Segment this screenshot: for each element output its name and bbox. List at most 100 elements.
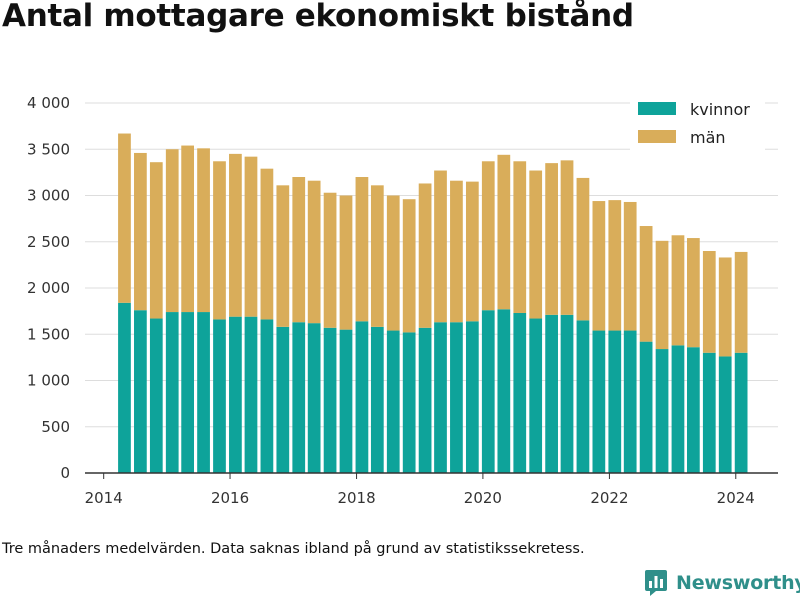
bar-kvinnor: [529, 318, 543, 473]
bar-kvinnor: [370, 326, 384, 473]
x-tick-label: 2020: [464, 489, 502, 507]
bar-kvinnor: [244, 316, 258, 473]
legend-label: män: [690, 128, 726, 147]
bar-man: [465, 181, 479, 322]
bar-man: [481, 161, 495, 311]
bar-man: [276, 185, 290, 327]
bar-man: [386, 195, 400, 331]
bar-man: [181, 145, 195, 313]
bar-kvinnor: [481, 310, 495, 473]
bar-man: [655, 240, 669, 350]
bar-kvinnor: [402, 332, 416, 473]
bar-man: [608, 200, 622, 331]
bar-man: [623, 201, 637, 331]
bar-kvinnor: [149, 318, 163, 473]
legend-swatch-man: [638, 130, 676, 143]
bar-kvinnor: [292, 322, 306, 473]
bar-man: [149, 162, 163, 319]
bar-man: [213, 161, 226, 320]
chart-area: 0 500 1 000 1 500 2 000 2 500 3 000 3 500 4 000 2…: [27, 94, 778, 507]
bar-man: [718, 257, 732, 357]
bar-man: [576, 177, 590, 321]
bar-kvinnor: [497, 309, 511, 473]
bar-kvinnor: [323, 327, 337, 473]
bar-kvinnor: [671, 345, 685, 473]
bar-man: [513, 161, 527, 313]
bar-man: [702, 251, 716, 353]
bar-man: [355, 177, 369, 322]
bar-man: [560, 160, 574, 315]
y-tick-label: 500: [41, 418, 70, 436]
y-tick-label: 2 500: [27, 233, 70, 251]
bar-man: [545, 163, 558, 315]
bar-kvinnor: [545, 314, 558, 473]
bar-man: [434, 170, 447, 323]
bar-man: [734, 251, 748, 353]
chart-title: Antal mottagare ekonomiskt bistånd: [2, 0, 634, 34]
bar-kvinnor: [307, 323, 321, 473]
bar-man: [339, 195, 353, 330]
bar-kvinnor: [576, 320, 590, 473]
bar-kvinnor: [702, 352, 716, 473]
bar-man: [307, 180, 321, 324]
axes: 0 500 1 000 1 500 2 000 2 500 3 000 3 500 4 000 2…: [27, 94, 778, 507]
bar-kvinnor: [639, 341, 653, 473]
bar-kvinnor: [592, 330, 606, 473]
bar-man: [418, 183, 432, 328]
bar-kvinnor: [623, 330, 637, 473]
bar-kvinnor: [418, 327, 432, 473]
y-tick-label: 1 500: [27, 325, 70, 343]
x-tick-label: 2014: [85, 489, 123, 507]
y-tick-label: 1 000: [27, 372, 70, 390]
bar-kvinnor: [386, 330, 400, 473]
bar-man: [292, 177, 306, 323]
legend: kvinnor män: [630, 96, 765, 152]
bar-man: [450, 180, 463, 323]
x-tick-label: 2018: [337, 489, 375, 507]
bar-man: [260, 168, 274, 320]
bar-man: [671, 235, 685, 346]
brand-logo[interactable]: Newsworthy: [644, 567, 800, 599]
bar-kvinnor: [718, 356, 732, 473]
bar-kvinnor: [686, 347, 700, 473]
bar-man: [686, 238, 700, 348]
bar-kvinnor: [434, 322, 447, 473]
bar-man: [323, 192, 337, 328]
bar-kvinnor: [134, 310, 147, 473]
bar-man: [370, 185, 384, 327]
bar-man: [197, 148, 210, 313]
chart-caption: Tre månaders medelvärden. Data saknas ib…: [2, 541, 585, 557]
bar-kvinnor: [339, 329, 353, 473]
bar-man: [497, 154, 511, 310]
bars: [118, 133, 748, 473]
x-tick-label: 2016: [211, 489, 249, 507]
bar-man: [229, 153, 242, 317]
bar-kvinnor: [181, 312, 195, 473]
y-tick-label: 2 000: [27, 279, 70, 297]
bar-man: [244, 156, 258, 317]
stacked-bar-chart: 0 500 1 000 1 500 2 000 2 500 3 000 3 500 4 000 2…: [27, 94, 778, 507]
bar-man: [118, 133, 131, 303]
bar-man: [134, 152, 147, 311]
y-tick-label: 3 500: [27, 140, 70, 158]
bar-kvinnor: [229, 316, 242, 473]
bar-kvinnor: [118, 302, 131, 473]
bar-man: [529, 170, 543, 319]
brand-name: Newsworthy: [676, 572, 800, 594]
bar-kvinnor: [465, 321, 479, 473]
bar-man: [165, 149, 179, 313]
bar-kvinnor: [560, 314, 574, 473]
y-tick-label: 3 000: [27, 187, 70, 205]
bar-kvinnor: [608, 330, 622, 473]
bar-man: [639, 226, 653, 342]
bar-kvinnor: [450, 322, 463, 473]
x-tick-label: 2024: [717, 489, 755, 507]
bar-kvinnor: [355, 321, 369, 473]
bar-kvinnor: [655, 349, 669, 473]
bar-kvinnor: [513, 312, 527, 473]
bar-kvinnor: [165, 312, 179, 473]
y-tick-label: 0: [60, 464, 70, 482]
bar-man: [402, 199, 416, 333]
bar-kvinnor: [276, 326, 290, 473]
bar-kvinnor: [734, 352, 748, 473]
